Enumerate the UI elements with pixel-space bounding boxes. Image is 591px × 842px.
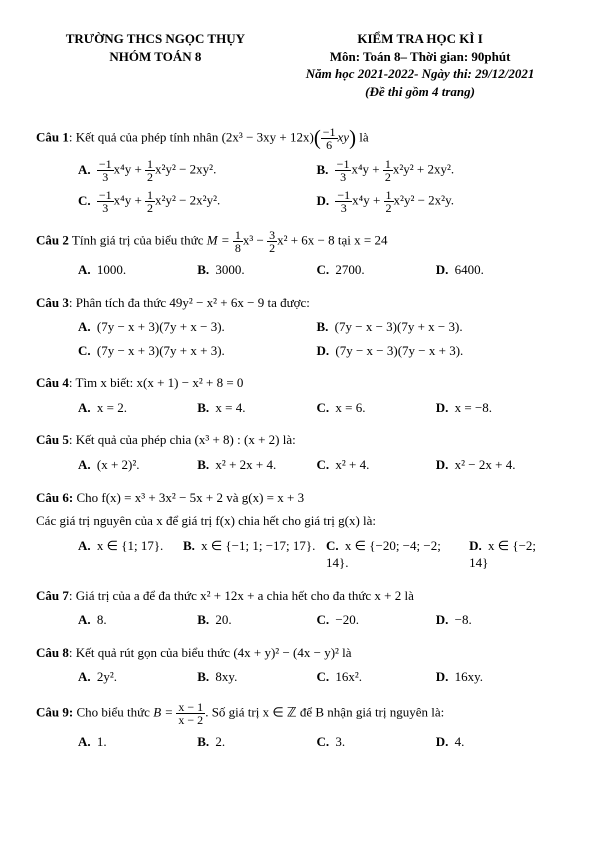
q1-expr-left: (2x³ − 3xy + 12x) (222, 130, 314, 145)
question-4: Câu 4: Tìm x biết: x(x + 1) − x² + 8 = 0… (36, 374, 555, 419)
exam-subject: Môn: Toán 8– Thời gian: 90phút (285, 48, 555, 66)
q6-line2: Các giá trị nguyên của x để giá trị f(x)… (36, 512, 555, 530)
question-3: Câu 3: Phân tích đa thức 49y² − x² + 6x … (36, 294, 555, 363)
q8-label: Câu 8 (36, 645, 69, 660)
q5-opt-c: C. x² + 4. (317, 453, 436, 477)
q7-label: Câu 7 (36, 588, 69, 603)
q8-options: A. 2y². B. 8xy. C. 16x². D. 16xy. (78, 665, 555, 689)
q3-label: Câu 3 (36, 295, 69, 310)
q9-opt-b: B. 2. (197, 730, 316, 754)
q2-mid2: x² + 6x − 8 (277, 233, 335, 248)
q2-opt-c: C. 2700. (317, 258, 436, 282)
q7-opt-a: A. 8. (78, 608, 197, 632)
q3-opt-d: D. (7y − x − 3)(7y − x + 3). (317, 339, 556, 363)
q2-mid: x³ − (243, 233, 267, 248)
q1-tail: xy (338, 130, 350, 145)
q5-text: : Kết quả của phép chia (x³ + 8) : (x + … (69, 432, 296, 447)
q1-opt-d: D. −13x⁴y + 12x²y² − 2x²y. (317, 186, 556, 217)
q3-text: : Phân tích đa thức 49y² − x² + 6x − 9 t… (69, 295, 310, 310)
exam-pages: (Đề thi gồm 4 trang) (285, 83, 555, 101)
q4-opt-d: D. x = −8. (436, 396, 555, 420)
q1-after: là (359, 130, 368, 145)
question-6: Câu 6: Cho f(x) = x³ + 3x² − 5x + 2 và g… (36, 489, 555, 575)
exam-year: Năm học 2021-2022- Ngày thi: 29/12/2021 (285, 65, 555, 83)
q1-label: Câu 1 (36, 130, 69, 145)
q2-opt-a: A. 1000. (78, 258, 197, 282)
q9-text: Cho biểu thức (73, 704, 153, 719)
q4-label: Câu 4 (36, 375, 69, 390)
q9-B: B = (153, 704, 176, 719)
q1-text: : Kết quả của phép tính nhân (69, 130, 222, 145)
q3-opt-c: C. (7y − x + 3)(7y + x + 3). (78, 339, 317, 363)
q8-opt-b: B. 8xy. (197, 665, 316, 689)
q1-options: A. −13x⁴y + 12x²y² − 2xy². B. −13x⁴y + 1… (78, 155, 555, 217)
q5-options: A. (x + 2)². B. x² + 2x + 4. C. x² + 4. … (78, 453, 555, 477)
q8-text: : Kết quả rút gọn của biểu thức (4x + y)… (69, 645, 352, 660)
group-name: NHÓM TOÁN 8 (36, 48, 275, 66)
exam-title: KIỂM TRA HỌC KÌ I (285, 30, 555, 48)
q2-opt-d: D. 6400. (436, 258, 555, 282)
q7-opt-d: D. −8. (436, 608, 555, 632)
q5-opt-a: A. (x + 2)². (78, 453, 197, 477)
document-header: TRƯỜNG THCS NGỌC THỤY NHÓM TOÁN 8 KIỂM T… (36, 30, 555, 100)
q8-opt-d: D. 16xy. (436, 665, 555, 689)
q2-frac2: 32 (267, 229, 277, 254)
q5-opt-b: B. x² + 2x + 4. (197, 453, 316, 477)
q6-opt-a: A. x ∈ {1; 17}. (78, 534, 183, 575)
q7-text: : Giá trị của a để đa thức x² + 12x + a … (69, 588, 414, 603)
q3-opt-a: A. (7y − x + 3)(7y + x − 3). (78, 315, 317, 339)
q3-opt-b: B. (7y − x − 3)(7y + x − 3). (317, 315, 556, 339)
q2-options: A. 1000. B. 3000. C. 2700. D. 6400. (78, 258, 555, 282)
question-5: Câu 5: Kết quả của phép chia (x³ + 8) : … (36, 431, 555, 476)
q8-opt-c: C. 16x². (317, 665, 436, 689)
q3-options: A. (7y − x + 3)(7y + x − 3). B. (7y − x … (78, 315, 555, 362)
q7-opt-b: B. 20. (197, 608, 316, 632)
q5-label: Câu 5 (36, 432, 69, 447)
q2-frac1: 18 (233, 229, 243, 254)
q4-options: A. x = 2. B. x = 4. C. x = 6. D. x = −8. (78, 396, 555, 420)
q6-opt-d: D. x ∈ {−2; 14} (469, 534, 555, 575)
q8-opt-a: A. 2y². (78, 665, 197, 689)
q4-opt-c: C. x = 6. (317, 396, 436, 420)
question-8: Câu 8: Kết quả rút gọn của biểu thức (4x… (36, 644, 555, 689)
q9-opt-c: C. 3. (317, 730, 436, 754)
q1-opt-c: C. −13x⁴y + 12x²y² − 2x²y². (78, 186, 317, 217)
q9-frac: x − 1x − 2 (176, 701, 205, 726)
q1-expr: (2x³ − 3xy + 12x)(−16xy) (222, 126, 356, 151)
q2-label: Câu 2 (36, 233, 69, 248)
header-right: KIỂM TRA HỌC KÌ I Môn: Toán 8– Thời gian… (285, 30, 555, 100)
question-9: Câu 9: Cho biểu thức B = x − 1x − 2. Số … (36, 701, 555, 754)
q6-opt-c: C. x ∈ {−20; −4; −2; 14}. (326, 534, 469, 575)
q7-opt-c: C. −20. (317, 608, 436, 632)
q9-text2: . Số giá trị x ∈ ℤ để B nhận giá trị ngu… (205, 704, 444, 719)
question-2: Câu 2 Tính giá trị của biểu thức M = 18x… (36, 229, 555, 282)
q9-options: A. 1. B. 2. C. 3. D. 4. (78, 730, 555, 754)
q4-text: : Tìm x biết: x(x + 1) − x² + 8 = 0 (69, 375, 244, 390)
q6-text: Cho f(x) = x³ + 3x² − 5x + 2 và g(x) = x… (73, 490, 304, 505)
q1-frac: −16 (321, 126, 338, 151)
question-1: Câu 1: Kết quả của phép tính nhân (2x³ −… (36, 126, 555, 217)
q2-text: Tính giá trị của biểu thức (69, 233, 207, 248)
question-7: Câu 7: Giá trị của a để đa thức x² + 12x… (36, 587, 555, 632)
q7-options: A. 8. B. 20. C. −20. D. −8. (78, 608, 555, 632)
q1-opt-a: A. −13x⁴y + 12x²y² − 2xy². (78, 155, 317, 186)
q2-opt-b: B. 3000. (197, 258, 316, 282)
q6-options: A. x ∈ {1; 17}. B. x ∈ {−1; 1; −17; 17}.… (78, 534, 555, 575)
q6-opt-b: B. x ∈ {−1; 1; −17; 17}. (183, 534, 326, 575)
q4-opt-b: B. x = 4. (197, 396, 316, 420)
q1-opt-b: B. −13x⁴y + 12x²y² + 2xy². (317, 155, 556, 186)
q9-label: Câu 9: (36, 704, 73, 719)
q6-label: Câu 6: (36, 490, 73, 505)
q9-opt-a: A. 1. (78, 730, 197, 754)
q9-opt-d: D. 4. (436, 730, 555, 754)
q2-M: M = (207, 233, 233, 248)
school-name: TRƯỜNG THCS NGỌC THỤY (36, 30, 275, 48)
q4-opt-a: A. x = 2. (78, 396, 197, 420)
q2-at: tại x = 24 (335, 233, 388, 248)
q5-opt-d: D. x² − 2x + 4. (436, 453, 555, 477)
header-left: TRƯỜNG THCS NGỌC THỤY NHÓM TOÁN 8 (36, 30, 275, 100)
